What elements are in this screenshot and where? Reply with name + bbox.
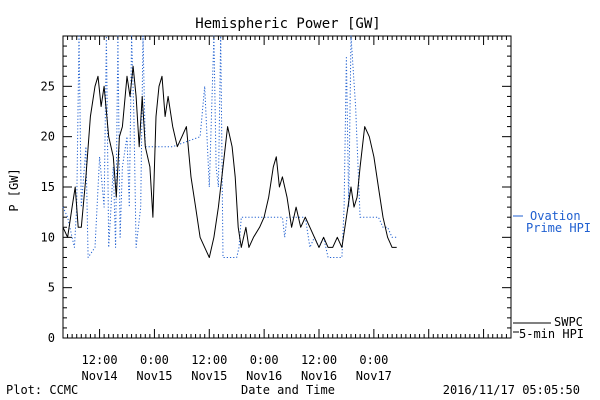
series-layer xyxy=(62,35,397,258)
x-tick-label: 0:00 xyxy=(140,353,169,367)
x-tick-label: 12:00 xyxy=(301,353,337,367)
ovation-legend-label-2: Prime HPI xyxy=(526,221,591,235)
y-tick-label: 0 xyxy=(48,331,55,345)
swpc-legend-label-2: 5-min HPI xyxy=(519,327,584,341)
x-tick-label: 12:00 xyxy=(191,353,227,367)
ovation-prime-hpi-line xyxy=(62,35,397,258)
ovation-legend-label: Ovation xyxy=(530,209,581,223)
y-axis-label: P [GW] xyxy=(7,168,21,211)
chart-title: Hemispheric Power [GW] xyxy=(195,16,380,32)
x-tick-label-date: Nov17 xyxy=(356,369,392,383)
x-tick-label-date: Nov15 xyxy=(191,369,227,383)
x-tick-label-date: Nov16 xyxy=(301,369,337,383)
x-tick-label-date: Nov14 xyxy=(82,369,118,383)
y-axis: 0 5 10 15 20 25 xyxy=(41,35,511,345)
y-tick-label: 5 xyxy=(48,281,55,295)
x-axis: 12:00 Nov14 0:00 Nov15 12:00 Nov15 0:00 Nov16 12… xyxy=(62,36,512,383)
y-tick-label: 15 xyxy=(41,180,55,194)
y-tick-label: 10 xyxy=(41,230,55,244)
swpc-legend-label: SWPC xyxy=(554,315,583,329)
timestamp: 2016/11/17 05:05:50 xyxy=(443,383,580,397)
x-tick-label: 12:00 xyxy=(82,353,118,367)
y-tick-label: 25 xyxy=(41,79,55,93)
swpc-hpi-line xyxy=(62,65,397,258)
x-axis-label: Date and Time xyxy=(241,383,335,397)
y-tick-label: 20 xyxy=(41,130,55,144)
plot-frame xyxy=(62,35,512,339)
plot-credit: Plot: CCMC xyxy=(6,383,78,397)
x-tick-label: 0:00 xyxy=(250,353,279,367)
x-tick-label-date: Nov16 xyxy=(246,369,282,383)
x-tick-label-date: Nov15 xyxy=(136,369,172,383)
x-tick-label: 0:00 xyxy=(359,353,388,367)
